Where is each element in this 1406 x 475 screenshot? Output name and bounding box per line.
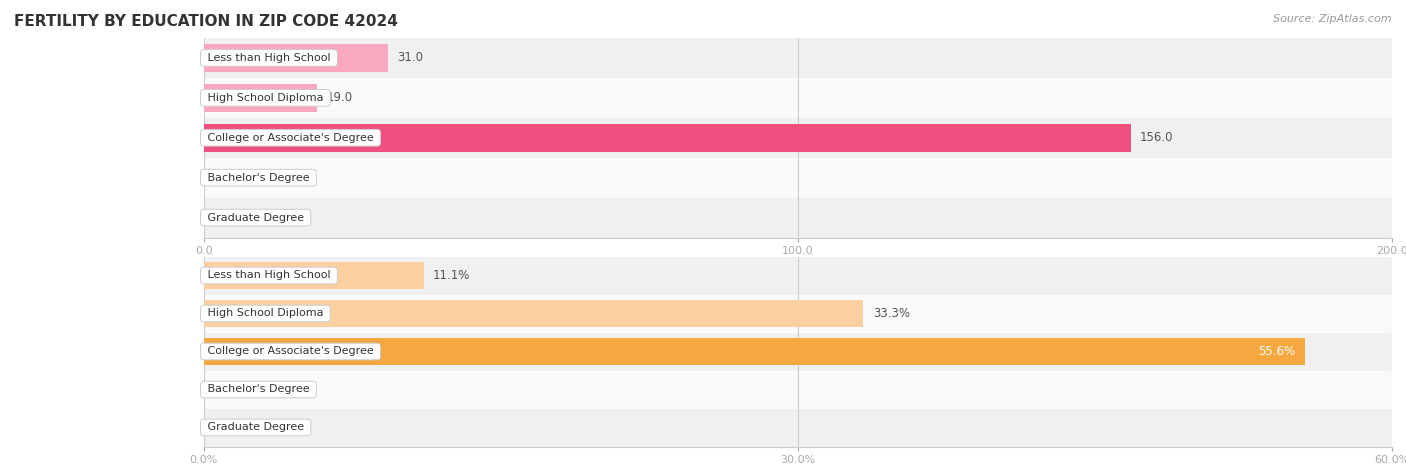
Bar — [204, 332, 1392, 371]
Bar — [204, 408, 1392, 446]
Bar — [204, 198, 1392, 238]
Bar — [204, 158, 1392, 198]
Text: College or Associate's Degree: College or Associate's Degree — [204, 346, 377, 357]
Bar — [204, 84, 316, 112]
Text: Source: ZipAtlas.com: Source: ZipAtlas.com — [1274, 14, 1392, 24]
Bar — [204, 118, 1392, 158]
Text: 19.0: 19.0 — [326, 91, 353, 104]
Text: High School Diploma: High School Diploma — [204, 308, 326, 319]
Text: 0.0%: 0.0% — [214, 383, 243, 396]
Text: Bachelor's Degree: Bachelor's Degree — [204, 172, 314, 183]
Text: FERTILITY BY EDUCATION IN ZIP CODE 42024: FERTILITY BY EDUCATION IN ZIP CODE 42024 — [14, 14, 398, 29]
Text: Bachelor's Degree: Bachelor's Degree — [204, 384, 314, 395]
Text: Less than High School: Less than High School — [204, 53, 335, 63]
Bar — [204, 78, 1392, 118]
Text: 0.0%: 0.0% — [214, 421, 243, 434]
Text: 156.0: 156.0 — [1140, 131, 1174, 144]
Bar — [204, 370, 1392, 408]
Text: 33.3%: 33.3% — [873, 307, 910, 320]
Bar — [204, 44, 388, 72]
Text: Graduate Degree: Graduate Degree — [204, 212, 308, 223]
Text: 31.0: 31.0 — [398, 51, 423, 65]
Text: Graduate Degree: Graduate Degree — [204, 422, 308, 433]
Bar — [204, 294, 1392, 332]
Bar — [204, 38, 1392, 78]
Bar — [204, 338, 1305, 365]
Text: 11.1%: 11.1% — [433, 269, 471, 282]
Bar — [204, 262, 423, 289]
Text: High School Diploma: High School Diploma — [204, 93, 326, 103]
Bar — [204, 124, 1130, 152]
Bar — [204, 256, 1392, 294]
Text: Less than High School: Less than High School — [204, 270, 335, 281]
Text: 55.6%: 55.6% — [1258, 345, 1295, 358]
Text: 0.0: 0.0 — [214, 211, 232, 224]
Text: College or Associate's Degree: College or Associate's Degree — [204, 133, 377, 143]
Bar — [204, 300, 863, 327]
Text: 0.0: 0.0 — [214, 171, 232, 184]
